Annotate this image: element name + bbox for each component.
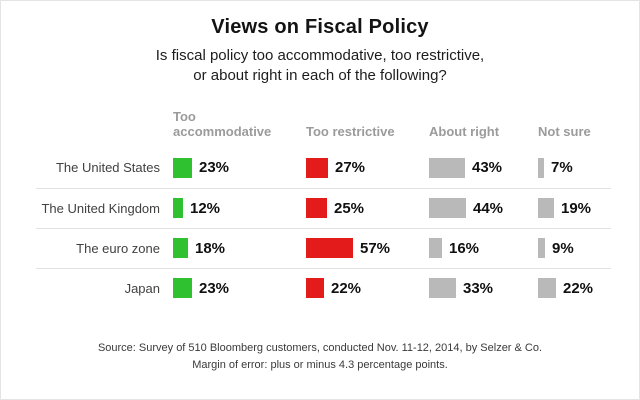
cell-too-accommodative: 12%	[173, 198, 306, 219]
bar-not-sure	[538, 238, 545, 259]
cell-too-accommodative: 23%	[173, 157, 306, 178]
cell-too-restrictive: 25%	[306, 198, 429, 219]
bar-about-right	[429, 198, 466, 219]
value-label: 19%	[561, 199, 592, 217]
bar-too-accommodative	[173, 157, 192, 178]
cell-about-right: 43%	[429, 157, 538, 178]
value-label: 25%	[334, 199, 365, 217]
chart-subtitle-line2: or about right in each of the following?	[193, 67, 447, 85]
value-label: 57%	[360, 239, 391, 257]
value-label: 33%	[463, 279, 494, 297]
row-label: The euro zone	[76, 240, 160, 256]
cell-about-right: 44%	[429, 198, 538, 219]
bar-too-restrictive	[306, 198, 327, 219]
value-label: 9%	[552, 239, 574, 257]
source-note: Source: Survey of 510 Bloomberg customer…	[1, 340, 639, 374]
column-header-too-accommodative: Too accommodative	[173, 108, 272, 140]
bar-about-right	[429, 157, 465, 178]
cell-not-sure: 22%	[538, 278, 611, 299]
value-label: 44%	[473, 199, 504, 217]
table-row-the-euro-zone: The euro zone 18% 57% 16% 9%	[36, 227, 611, 268]
chart-title: Views on Fiscal Policy	[211, 16, 429, 38]
chart-rows: The United States 23% 27% 43% 7% The United K…	[36, 148, 611, 308]
bar-not-sure	[538, 157, 544, 178]
source-line: Source: Survey of 510 Bloomberg customer…	[97, 341, 543, 354]
row-label: Japan	[124, 280, 160, 296]
value-label: 22%	[563, 279, 594, 297]
cell-too-accommodative: 23%	[173, 278, 306, 299]
cell-too-restrictive: 27%	[306, 157, 429, 178]
bar-too-restrictive	[306, 278, 324, 299]
column-header-too-restrictive: Too restrictive	[306, 124, 395, 140]
value-label: 22%	[331, 279, 362, 297]
bar-not-sure	[538, 198, 554, 219]
value-label: 7%	[551, 159, 573, 177]
table-row-the-united-kingdom: The United Kingdom 12% 25% 44% 19%	[36, 187, 611, 228]
value-label: 18%	[195, 239, 226, 257]
cell-not-sure: 7%	[538, 157, 611, 178]
table-row-japan: Japan 23% 22% 33% 22%	[36, 267, 611, 308]
bar-too-restrictive	[306, 238, 353, 259]
column-header-about-right: About right	[429, 124, 500, 140]
cell-about-right: 16%	[429, 238, 538, 259]
cell-not-sure: 9%	[538, 238, 611, 259]
bar-about-right	[429, 238, 442, 259]
bar-about-right	[429, 278, 456, 299]
cell-too-accommodative: 18%	[173, 238, 306, 259]
chart-table: Too accommodative Too restrictive About ri…	[36, 109, 611, 308]
cell-too-restrictive: 22%	[306, 278, 429, 299]
value-label: 23%	[199, 279, 230, 297]
value-label: 43%	[472, 159, 503, 177]
value-label: 23%	[199, 159, 230, 177]
row-label: The United Kingdom	[41, 200, 160, 216]
margin-of-error-line: Margin of error: plus or minus 4.3 perce…	[192, 358, 448, 371]
column-header-row: Too accommodative Too restrictive About ri…	[36, 109, 611, 148]
chart-subtitle-line1: Is fiscal policy too accommodative, too …	[155, 47, 485, 64]
row-label: The United States	[55, 160, 160, 176]
bar-too-accommodative	[173, 278, 192, 299]
value-label: 12%	[190, 199, 221, 217]
value-label: 27%	[335, 159, 366, 177]
value-label: 16%	[449, 239, 480, 257]
bar-too-accommodative	[173, 198, 183, 219]
cell-not-sure: 19%	[538, 198, 611, 219]
bar-too-restrictive	[306, 157, 328, 178]
bar-too-accommodative	[173, 238, 188, 259]
column-header-not-sure: Not sure	[538, 124, 591, 140]
table-row-the-united-states: The United States 23% 27% 43% 7%	[36, 148, 611, 188]
cell-too-restrictive: 57%	[306, 238, 429, 259]
chart-subtitle: Is fiscal policy too accommodative, too …	[1, 46, 639, 87]
cell-about-right: 33%	[429, 278, 538, 299]
bar-not-sure	[538, 278, 556, 299]
